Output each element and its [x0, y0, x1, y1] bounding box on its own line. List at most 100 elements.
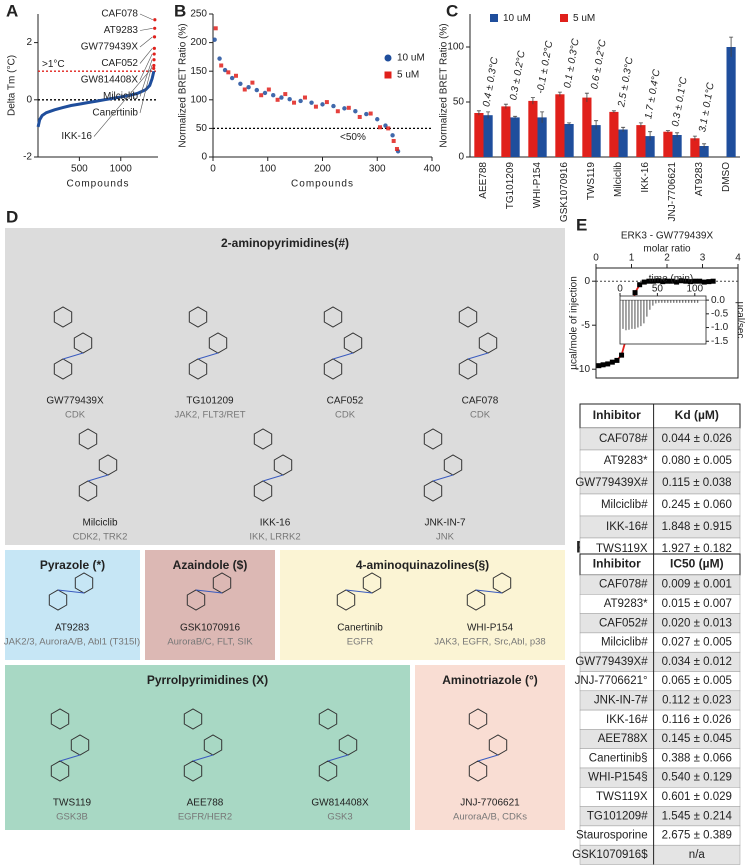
compound-name: Milciclib — [83, 518, 118, 529]
hit-label: CAF052 — [101, 58, 138, 69]
group-title: 4-aminoquinazolines(§) — [356, 558, 489, 572]
point — [324, 100, 329, 105]
hit-point — [153, 18, 157, 22]
group-box — [415, 665, 565, 830]
inset-y-tick-label: -1.5 — [711, 336, 729, 347]
point — [674, 279, 680, 285]
structure-ring — [468, 760, 488, 782]
annotation: 0.1 ± 0.3°C — [562, 37, 582, 89]
bar — [483, 115, 493, 157]
point — [213, 26, 218, 31]
point — [353, 109, 358, 114]
structure-ring — [253, 428, 273, 450]
legend-label: 10 uM — [503, 13, 531, 24]
point — [660, 279, 666, 285]
inset-x-label: time (min) — [649, 274, 693, 285]
compound-targets: AuroraB/C, FLT, SIK — [167, 637, 253, 648]
x-axis-label: Compounds — [291, 179, 354, 190]
error-bar — [540, 111, 545, 123]
table-cell: n/a — [689, 849, 706, 861]
structure-ring — [188, 306, 208, 328]
structure-ring — [186, 589, 206, 611]
table-cell: AEE788X — [598, 733, 648, 745]
x-tick-label: AT9283 — [694, 162, 705, 197]
leader-line — [139, 53, 153, 81]
table-cell: GW779439X# — [575, 477, 648, 489]
group-box — [280, 550, 565, 660]
hit-point — [152, 66, 156, 70]
table-cell: 1.848 ± 0.915 — [662, 521, 732, 533]
compound-targets: JAK2, FLT3/RET — [174, 410, 245, 421]
compound-targets: IKK, LRRK2 — [249, 532, 300, 543]
compound-name: JNK-IN-7 — [424, 518, 466, 529]
compound-targets: JAK2/3, AuroraA/B, Abl1 (T315I) — [4, 637, 140, 648]
table-cell: AT9283* — [604, 455, 648, 467]
x-tick-label: 200 — [314, 164, 331, 175]
bar — [555, 94, 565, 157]
table-cell: Staurosporine — [576, 830, 648, 842]
table-cell: 0.388 ± 0.066 — [662, 752, 732, 764]
hit-point — [152, 35, 157, 39]
table-cell: TG101209# — [587, 810, 648, 822]
y-tick-label: 50 — [453, 97, 465, 108]
table-cell: 1.927 ± 0.182 — [662, 543, 732, 555]
x-tick-label: Milciclib — [613, 162, 624, 197]
structure-bond — [432, 474, 454, 482]
structure-bond — [262, 474, 284, 482]
table-cell: 0.080 ± 0.005 — [662, 455, 732, 467]
x-tick-label: 3 — [700, 253, 706, 264]
error-bar — [503, 103, 508, 109]
error-bar — [476, 110, 481, 116]
legend-label: 5 uM — [573, 13, 595, 24]
compound-name: WHI-P154 — [467, 623, 514, 634]
compound-targets: CDK — [65, 410, 86, 421]
point — [331, 103, 336, 109]
structure-ring — [423, 428, 443, 450]
bar — [474, 113, 484, 157]
point — [391, 138, 396, 143]
table-cell: 1.545 ± 0.214 — [662, 810, 733, 822]
point — [637, 282, 643, 288]
point — [275, 97, 280, 102]
point — [217, 56, 222, 61]
error-bar — [530, 97, 535, 105]
leader-line — [139, 36, 153, 48]
y-tick-label: 250 — [190, 9, 207, 20]
panel-label: E — [576, 215, 587, 234]
legend-label: 5 uM — [397, 70, 419, 81]
table-cell: IKK-16# — [606, 714, 648, 726]
hit-label: AT9283 — [104, 25, 139, 36]
x-tick-label: 0 — [593, 253, 599, 264]
x-tick-label: DMSO — [721, 162, 732, 192]
inset-x-tick-label: 0 — [617, 284, 623, 295]
x-tick-label: 400 — [424, 164, 441, 175]
bar — [726, 47, 736, 157]
point — [346, 105, 351, 110]
inset-y-tick-label: -0.5 — [711, 308, 729, 319]
annotation: -0.1 ± 0.2°C — [535, 39, 555, 94]
point — [706, 279, 712, 285]
bar — [501, 106, 511, 157]
compound-name: IKK-16 — [260, 518, 291, 529]
panel-label: D — [6, 207, 18, 226]
y-tick-label: -10 — [576, 364, 591, 375]
compound-targets: EGFR/HER2 — [178, 812, 232, 823]
y-tick-label: 150 — [190, 66, 207, 77]
point — [242, 87, 247, 92]
y-axis-label: Normalized BRET Ratio (%) — [178, 23, 189, 147]
error-bar — [611, 110, 616, 113]
point — [302, 95, 307, 100]
leader-line — [139, 28, 153, 31]
hit-point — [152, 52, 156, 56]
x-tick-label: 2 — [664, 253, 670, 264]
leader-line — [93, 68, 152, 137]
point — [266, 87, 271, 92]
point — [669, 278, 675, 284]
point — [605, 361, 611, 367]
compound-targets: CDK — [470, 410, 491, 421]
point — [377, 125, 382, 130]
structure-ring — [78, 428, 98, 450]
table-cell: GW779439X# — [575, 656, 648, 668]
table-cell: 0.015 ± 0.007 — [662, 598, 732, 610]
panel-label: C — [446, 1, 458, 20]
